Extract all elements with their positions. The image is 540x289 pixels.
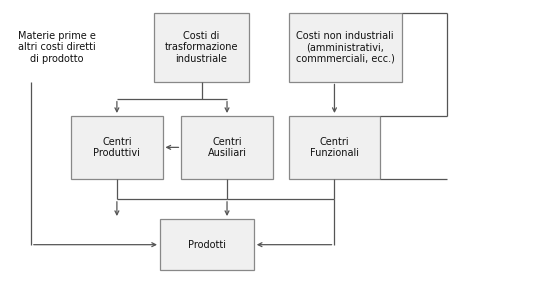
Text: Prodotti: Prodotti <box>188 240 226 250</box>
Text: Centri
Funzionali: Centri Funzionali <box>310 137 359 158</box>
Text: Costi non industriali
(amministrativi,
commmerciali, ecc.): Costi non industriali (amministrativi, c… <box>296 31 395 64</box>
Text: Centri
Produttivi: Centri Produttivi <box>93 137 140 158</box>
FancyBboxPatch shape <box>154 13 248 81</box>
FancyBboxPatch shape <box>289 116 380 179</box>
FancyBboxPatch shape <box>289 13 402 81</box>
FancyBboxPatch shape <box>160 219 254 271</box>
FancyBboxPatch shape <box>181 116 273 179</box>
FancyBboxPatch shape <box>71 116 163 179</box>
Text: Centri
Ausiliari: Centri Ausiliari <box>207 137 247 158</box>
Text: Materie prime e
altri costi diretti
di prodotto: Materie prime e altri costi diretti di p… <box>17 31 96 64</box>
Text: Costi di
trasformazione
industriale: Costi di trasformazione industriale <box>165 31 238 64</box>
